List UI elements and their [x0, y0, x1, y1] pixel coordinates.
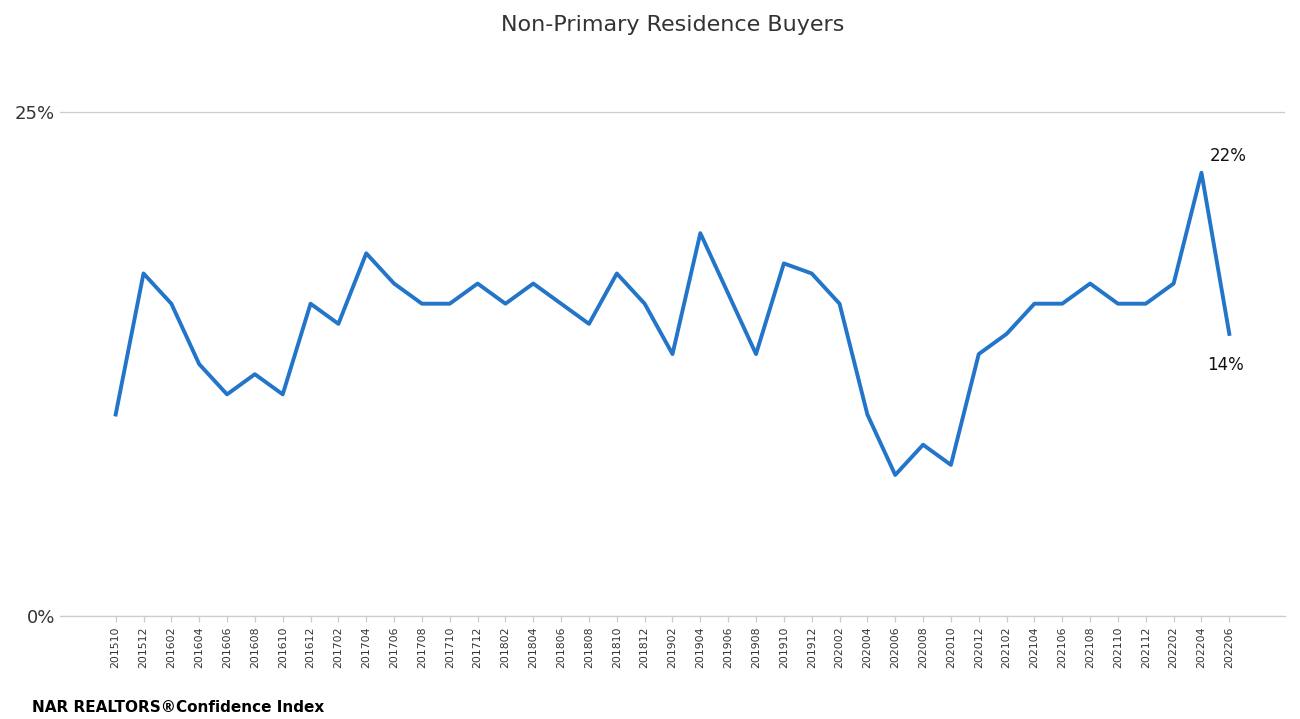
- Text: 14%: 14%: [1206, 356, 1244, 374]
- Text: 22%: 22%: [1210, 147, 1247, 165]
- Text: NAR REALTORS®Confidence Index: NAR REALTORS®Confidence Index: [32, 700, 325, 715]
- Title: Non-Primary Residence Buyers: Non-Primary Residence Buyers: [500, 15, 844, 35]
